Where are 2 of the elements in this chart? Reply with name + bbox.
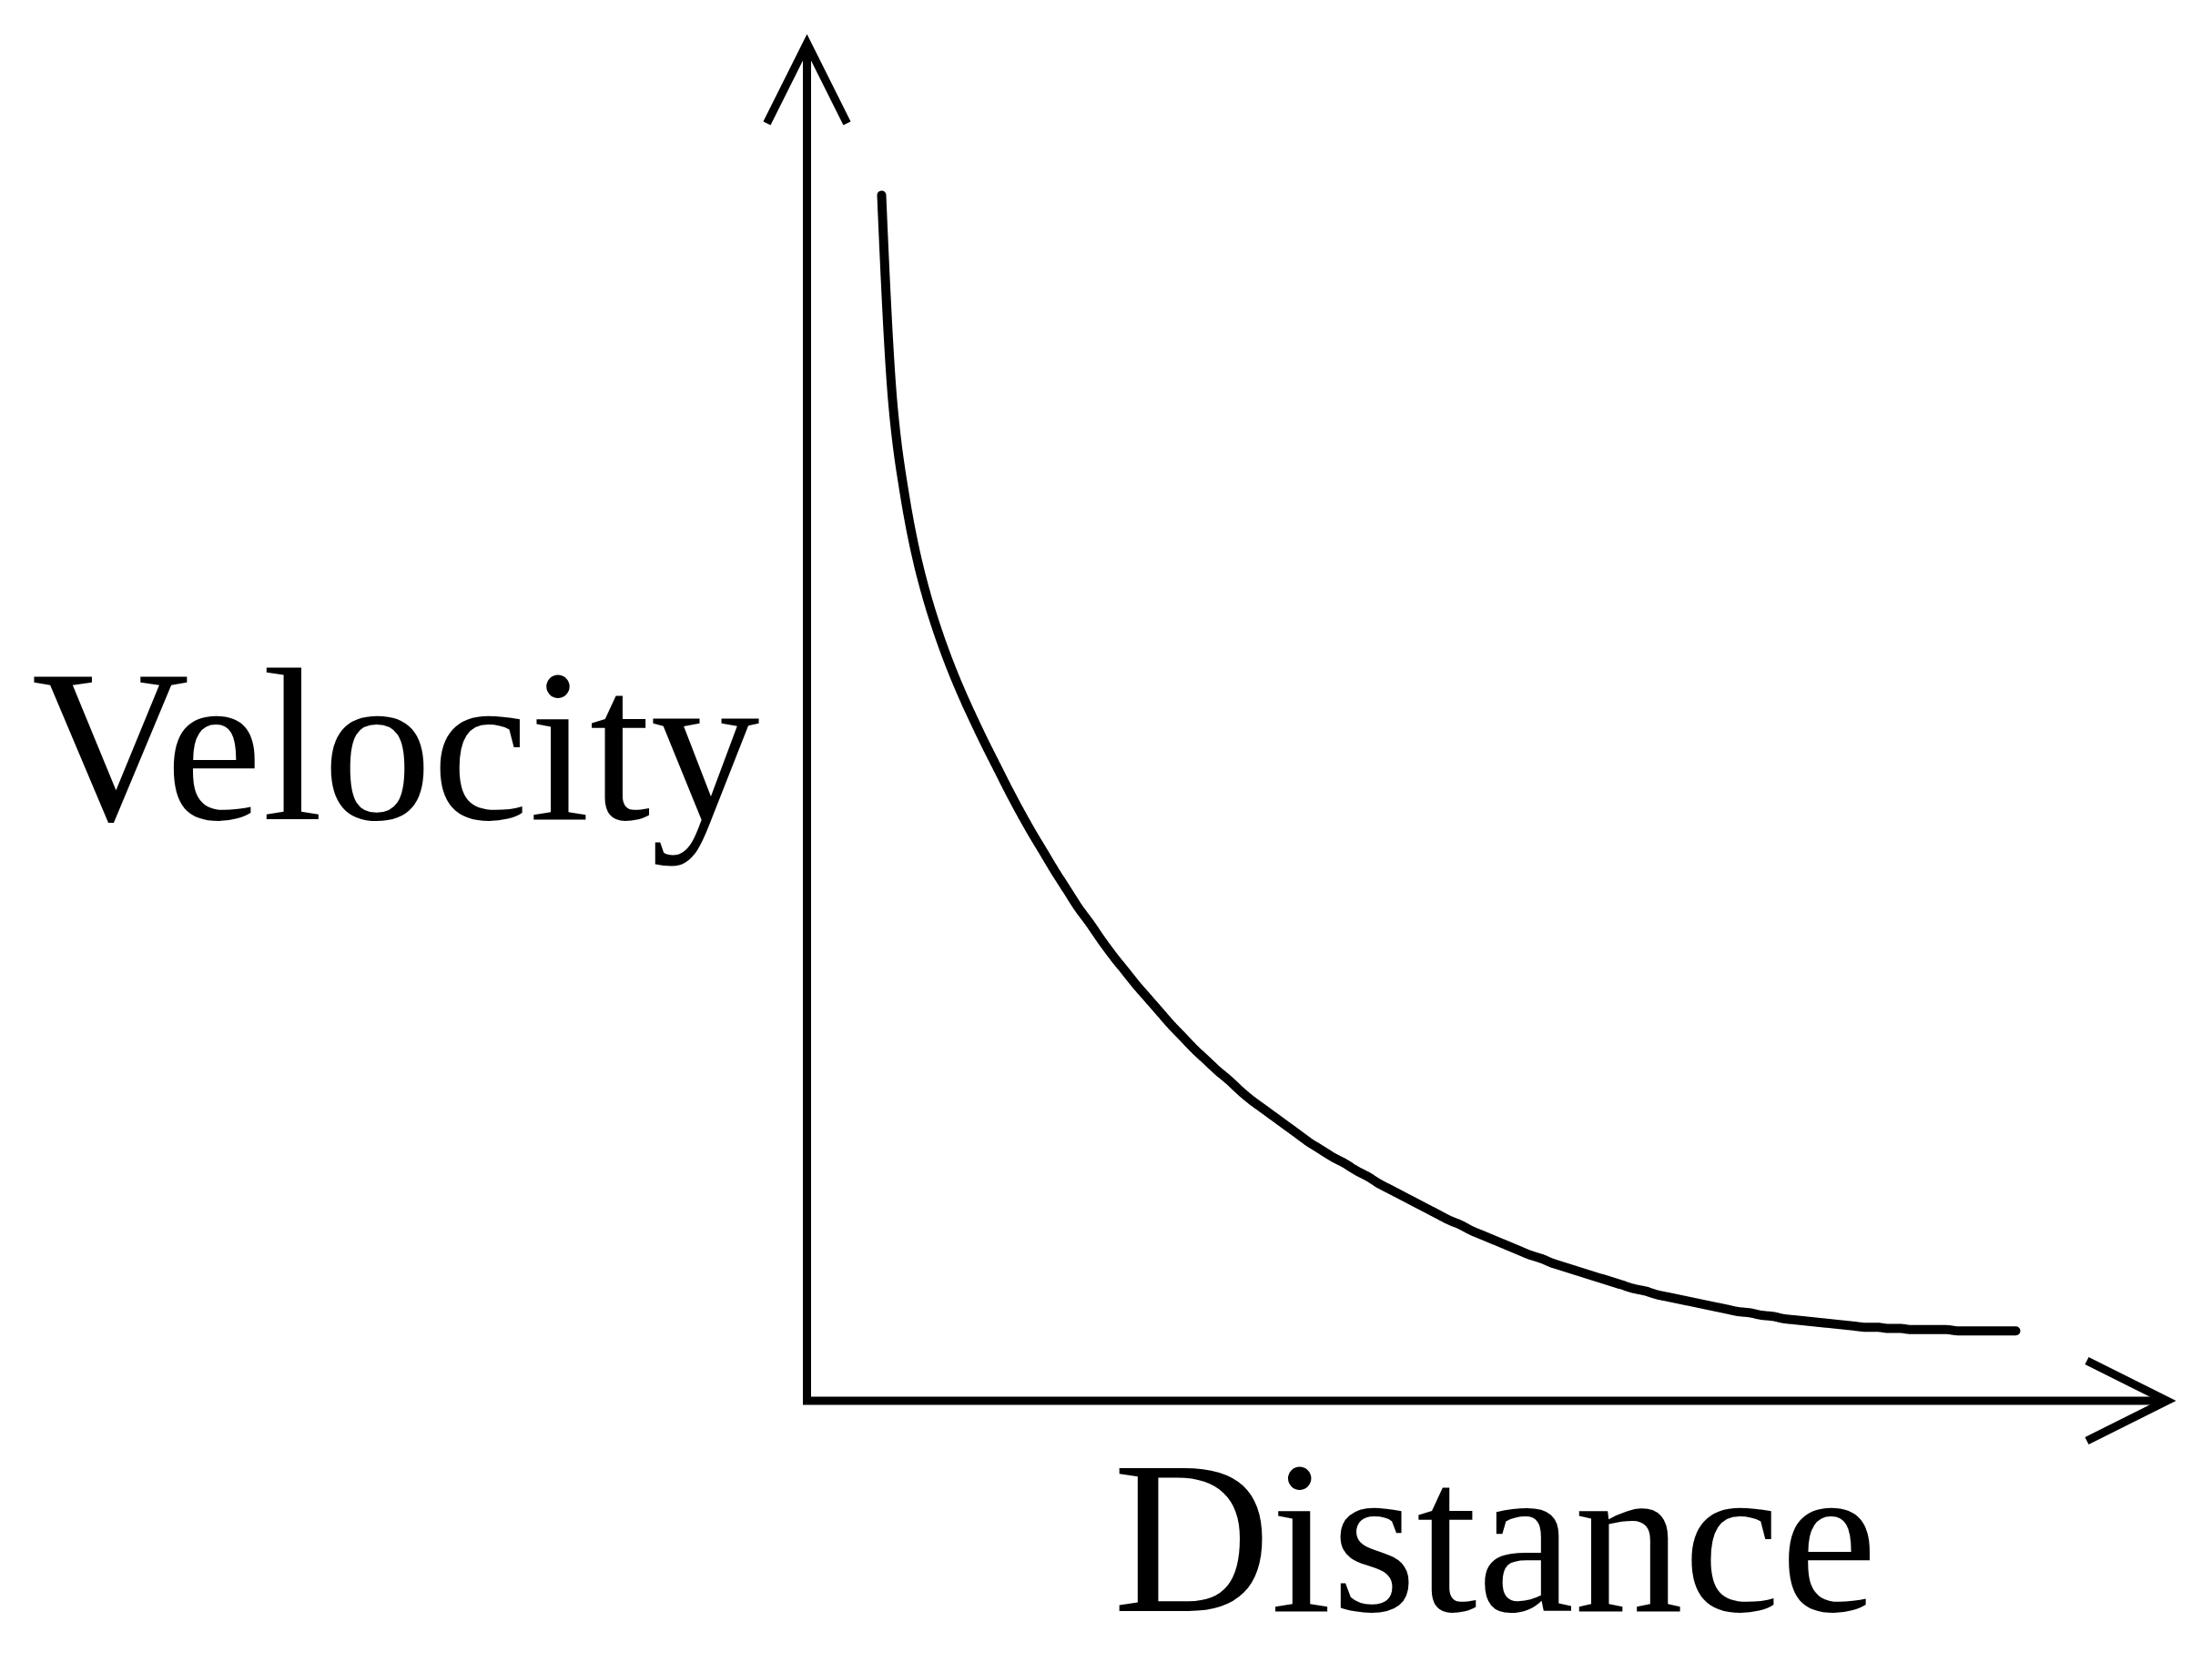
y-axis-title: Velocity [31,623,760,866]
x-axis-title: Distance [1112,1415,1878,1658]
